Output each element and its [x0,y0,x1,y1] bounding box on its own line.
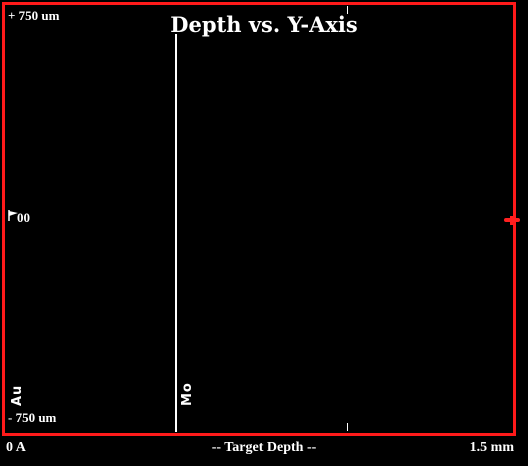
layer-label-au: Au [10,384,25,406]
y-axis-top-label: + 750 um [8,8,60,23]
plot-title: Depth vs. Y-Axis [170,12,358,37]
x-axis-title: -- Target Depth -- [211,440,317,455]
layer-label-mo: Mo [180,382,195,406]
mo-layer-boundary-line [175,34,177,432]
x-axis-bottom-midtick [347,423,348,431]
x-axis-start-label: 0 A [6,440,26,455]
x-axis-top-midtick [347,6,348,14]
x-axis-end-label: 1.5 mm [469,440,514,455]
red-position-marker-icon[interactable] [504,212,520,230]
flag-marker-icon[interactable] [6,208,20,227]
y-axis-center-label: 00 [17,210,30,225]
y-axis-bottom-label: - 750 um [8,410,57,425]
plot-frame [2,2,516,436]
